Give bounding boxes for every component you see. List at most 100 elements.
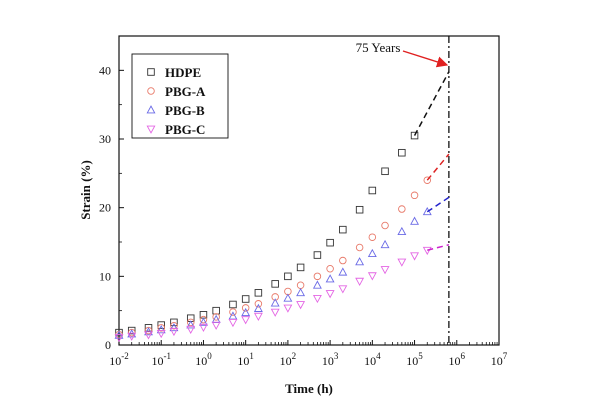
data-point-hdpe — [170, 318, 178, 327]
data-point-pbg-b — [156, 325, 166, 334]
x-tick-label: 103 — [322, 351, 339, 368]
data-point-pbg-c — [283, 304, 293, 313]
data-point-hdpe — [296, 263, 305, 272]
legend-label-pbg-a: PBG-A — [165, 84, 206, 99]
data-point-pbg-b — [325, 274, 335, 283]
y-axis-title: Strain (%) — [78, 160, 93, 220]
data-point-pbg-c — [325, 290, 335, 299]
extrapolation-line-hdpe — [413, 71, 450, 136]
data-point-hdpe — [398, 148, 406, 157]
data-point-hdpe — [284, 272, 292, 281]
data-point-hdpe — [355, 205, 364, 214]
data-point-hdpe — [115, 328, 123, 337]
data-point-hdpe — [339, 225, 347, 234]
x-tick-label: 100 — [195, 351, 212, 368]
data-point-pbg-a — [326, 265, 334, 273]
data-point-pbg-b — [169, 322, 179, 332]
data-point-hdpe — [313, 251, 322, 259]
data-point-pbg-b — [410, 216, 420, 225]
data-point-pbg-a — [271, 293, 279, 301]
data-point-pbg-c — [355, 277, 365, 286]
data-point-pbg-a — [229, 308, 237, 316]
data-point-pbg-a — [212, 313, 220, 321]
data-point-hdpe — [157, 321, 165, 329]
x-tick-label: 107 — [491, 351, 508, 368]
data-point-pbg-c — [397, 258, 407, 267]
data-point-pbg-a — [381, 221, 389, 230]
x-tick-label: 104 — [364, 351, 381, 368]
data-point-pbg-a — [186, 318, 195, 327]
x-tick-label: 106 — [449, 351, 466, 368]
series-pbg-b — [114, 206, 432, 339]
data-point-pbg-b — [367, 248, 377, 258]
legend-marker-hdpe — [147, 68, 155, 76]
data-point-pbg-c — [253, 312, 263, 322]
y-tick-label: 0 — [105, 338, 111, 352]
data-point-pbg-b — [338, 267, 348, 276]
annotation-arrow — [402, 50, 449, 68]
data-point-pbg-a — [339, 256, 347, 265]
data-point-pbg-c — [211, 321, 221, 330]
extrapolation-line-pbg-b — [426, 196, 450, 213]
data-point-pbg-c — [296, 301, 306, 310]
data-point-pbg-c — [270, 308, 280, 317]
series-hdpe — [115, 131, 419, 337]
y-tick-label: 40 — [99, 63, 111, 77]
x-tick-label: 10-1 — [151, 351, 171, 368]
data-point-pbg-b — [241, 307, 251, 317]
legend-label-pbg-c: PBG-C — [165, 122, 205, 137]
x-tick-label: 101 — [237, 351, 254, 368]
data-point-pbg-a — [410, 191, 419, 200]
data-point-pbg-b — [283, 293, 293, 302]
data-point-pbg-b — [380, 239, 390, 249]
data-point-pbg-c — [144, 331, 153, 340]
extrapolation-line-pbg-c — [427, 244, 450, 251]
data-point-pbg-c — [338, 285, 348, 294]
plot-frame — [118, 35, 500, 346]
data-point-pbg-b — [397, 226, 407, 236]
data-point-pbg-c — [410, 252, 420, 261]
data-point-hdpe — [254, 289, 263, 297]
data-point-hdpe — [241, 295, 250, 303]
data-point-pbg-c — [186, 325, 196, 335]
data-point-pbg-a — [199, 315, 208, 324]
data-point-pbg-a — [355, 243, 364, 252]
data-point-pbg-a — [423, 176, 432, 184]
data-point-pbg-a — [398, 205, 406, 213]
data-point-pbg-b — [312, 280, 322, 289]
x-tick-label: 10-2 — [109, 351, 129, 368]
data-point-pbg-b — [355, 257, 365, 266]
data-point-pbg-b — [198, 317, 208, 326]
data-point-pbg-b — [296, 287, 306, 297]
y-tick-label: 10 — [99, 269, 111, 283]
data-point-pbg-c — [380, 266, 390, 275]
legend-marker-pbg-c — [146, 125, 156, 134]
data-point-hdpe — [326, 238, 334, 247]
data-point-pbg-a — [296, 281, 305, 290]
data-point-pbg-c — [198, 323, 208, 332]
data-point-hdpe — [127, 326, 136, 335]
data-point-pbg-c — [367, 272, 377, 281]
data-point-pbg-a — [170, 322, 178, 330]
x-tick-label: 105 — [406, 351, 423, 368]
data-point-hdpe — [410, 131, 419, 140]
y-tick-label: 20 — [99, 201, 111, 215]
data-point-hdpe — [144, 324, 153, 332]
data-point-pbg-a — [157, 324, 165, 332]
data-point-pbg-c — [127, 332, 137, 341]
annotation-75-years: 75 Years — [356, 40, 401, 55]
series-pbg-a — [115, 176, 432, 339]
legend-label-pbg-b: PBG-B — [165, 103, 205, 118]
legend-box — [131, 53, 229, 139]
data-point-pbg-c — [228, 318, 238, 328]
data-point-pbg-c — [241, 316, 251, 325]
data-point-pbg-c — [156, 329, 166, 339]
legend-marker-pbg-b — [146, 105, 156, 114]
series-pbg-c — [114, 246, 432, 343]
extrapolation-line-pbg-a — [426, 153, 450, 181]
data-point-pbg-b — [253, 303, 263, 312]
data-point-pbg-c — [169, 327, 179, 337]
data-point-hdpe — [229, 300, 237, 309]
data-point-hdpe — [271, 280, 279, 288]
